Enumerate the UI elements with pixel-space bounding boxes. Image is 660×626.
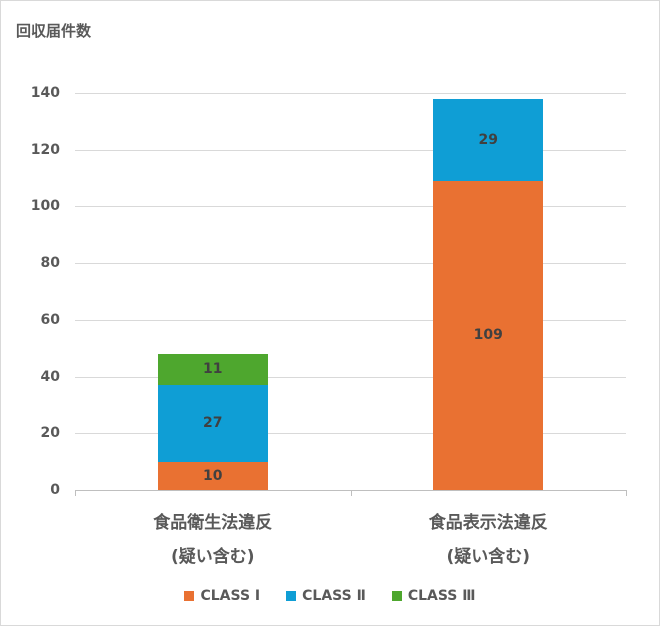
gridline: [75, 93, 626, 94]
y-tick-label: 100: [30, 198, 60, 215]
gridline: [75, 433, 626, 435]
bar-segment[interactable]: 27: [157, 385, 268, 462]
x-tick: [350, 490, 352, 496]
gridline: [75, 149, 626, 151]
legend-label: CLASS Ⅲ: [407, 588, 476, 604]
legend-label: CLASS Ⅱ: [302, 588, 366, 604]
x-category-label: 食品表示法違反 (疑い含む): [428, 513, 548, 567]
bar-segment[interactable]: 29: [433, 98, 544, 181]
bar-stack[interactable]: 10 27 11: [157, 93, 268, 490]
y-tick-label: 120: [30, 141, 60, 158]
bar-segment[interactable]: 10: [157, 461, 268, 490]
y-tick-label: 20: [40, 425, 60, 442]
legend-swatch-icon: [391, 591, 402, 601]
gridline: [75, 319, 626, 321]
gridline: [75, 206, 626, 208]
plot-area: 10 27 11 109 29: [75, 93, 627, 496]
gridline: [75, 376, 626, 378]
bar-stack[interactable]: 109 29: [433, 93, 544, 490]
y-tick-label: 80: [40, 255, 60, 272]
y-axis-title: 回収届件数: [16, 22, 92, 40]
y-tick-label: 0: [50, 482, 60, 498]
x-tick: [75, 490, 76, 496]
legend: CLASS Ⅰ CLASS Ⅱ CLASS Ⅲ: [0, 588, 660, 604]
x-category-label: 食品衛生法違反 (疑い含む): [153, 513, 273, 567]
legend-swatch-icon: [184, 591, 195, 601]
x-tick: [626, 490, 627, 496]
y-tick-label: 140: [30, 85, 60, 101]
bar-segment[interactable]: 109: [433, 180, 544, 490]
gridline: [75, 263, 626, 265]
y-tick-label: 60: [40, 311, 60, 328]
bar-segment[interactable]: 11: [157, 353, 268, 386]
legend-item[interactable]: CLASS Ⅲ: [391, 588, 476, 604]
y-tick-label: 40: [40, 368, 60, 385]
legend-item[interactable]: CLASS Ⅰ: [184, 588, 260, 604]
legend-swatch-icon: [286, 591, 297, 601]
legend-label: CLASS Ⅰ: [200, 588, 261, 604]
legend-item[interactable]: CLASS Ⅱ: [286, 588, 366, 604]
